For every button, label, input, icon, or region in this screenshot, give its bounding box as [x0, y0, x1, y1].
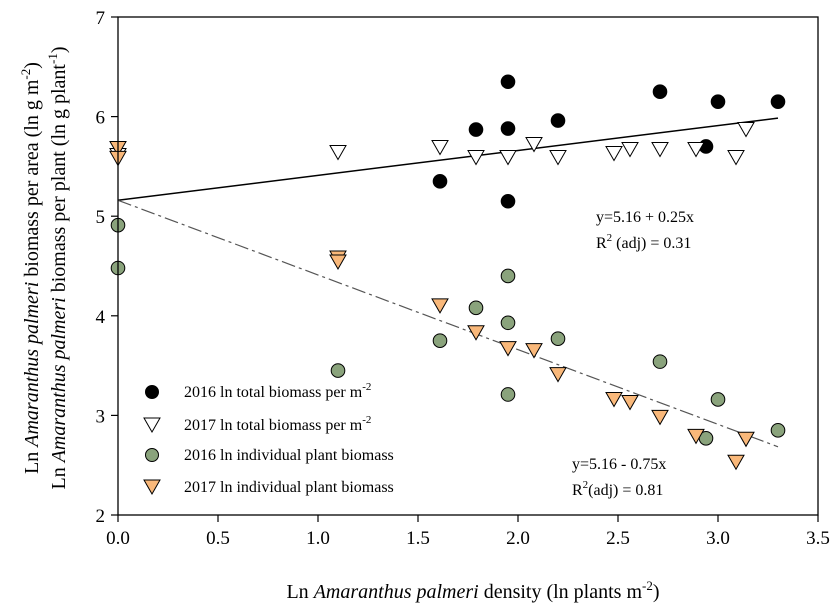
point-2016-individual: [770, 423, 786, 438]
legend-item-2016-individual: 2016 ln individual plant biomass: [145, 447, 394, 464]
point-2017-total: [727, 149, 745, 166]
point-2017-total: [651, 141, 669, 158]
data-points: [109, 74, 786, 471]
point-2016-total: [550, 113, 566, 128]
legend-label-2017-total: 2017 ln total biomass per m-2: [184, 414, 371, 434]
legend-item-2017-total: 2017 ln total biomass per m-2: [143, 414, 371, 434]
point-2016-total: [432, 174, 448, 189]
point-2017-individual: [329, 254, 347, 271]
fit-line-individual-biomass: [117, 199, 779, 448]
legend-marker-2017-total: [143, 417, 161, 434]
lower-fit-r2: R2(adj) = 0.81: [572, 479, 663, 499]
point-2016-individual: [500, 315, 516, 331]
point-2017-total: [621, 141, 639, 158]
legend-marker-2017-individual: [143, 479, 161, 496]
point-2016-individual: [500, 268, 516, 284]
point-2017-individual: [727, 454, 745, 471]
legend-label-2016-individual: 2016 ln individual plant biomass: [184, 447, 394, 464]
point-2016-total: [500, 74, 516, 90]
x-tick-label: 3.5: [806, 528, 830, 549]
point-2016-total: [500, 121, 516, 136]
point-2016-total: [500, 193, 516, 209]
point-2017-individual: [651, 409, 669, 426]
point-2017-individual: [525, 343, 543, 359]
y-tick-label: 2: [96, 506, 106, 527]
legend-label-2016-total: 2016 ln total biomass per m-2: [184, 381, 371, 401]
point-2017-total: [431, 139, 449, 156]
point-2017-total: [525, 136, 543, 153]
x-tick-label: 1.5: [406, 528, 430, 549]
point-2017-total: [499, 149, 517, 166]
y-tick-label: 5: [96, 207, 106, 228]
point-2017-total: [467, 149, 485, 166]
y-tick-label: 6: [96, 108, 106, 129]
y-axis-label-plant: Ln Amaranthus palmeri biomass per plant …: [45, 46, 70, 489]
point-2016-individual: [330, 363, 346, 378]
axis-ticks: 0.0 0.5 1.0 1.5 2.0 2.5 3.0 3.5 2 3 4 5 6 7: [96, 8, 830, 549]
point-2017-total: [605, 145, 623, 162]
y-axis-label-area: Ln Amaranthus palmeri biomass per area (…: [18, 62, 43, 474]
x-tick-label: 3.0: [706, 528, 730, 549]
point-2017-individual: [431, 298, 449, 314]
fit-line-total-biomass: [117, 117, 779, 202]
x-tick-label: 0.5: [206, 528, 230, 549]
plot-frame: [117, 16, 819, 516]
y-tick-label: 3: [96, 406, 106, 427]
upper-fit-r2: R2 (adj) = 0.31: [596, 232, 691, 252]
x-tick-label: 0.0: [106, 528, 130, 549]
point-2017-individual: [621, 394, 639, 411]
point-2017-total: [549, 149, 567, 166]
legend-marker-2016-individual: [145, 448, 159, 462]
lower-fit-equation: y=5.16 - 0.75x: [572, 456, 666, 473]
point-2016-total: [652, 84, 668, 99]
point-2017-total: [687, 141, 705, 158]
point-2016-individual: [432, 333, 448, 349]
point-2016-individual: [468, 300, 484, 316]
point-2017-individual: [737, 431, 755, 448]
point-2016-total: [770, 94, 786, 109]
x-tick-label: 1.0: [306, 528, 330, 549]
regression-lines: [117, 117, 779, 448]
point-2017-total: [329, 144, 347, 161]
upper-fit-equation: y=5.16 + 0.25x: [596, 209, 694, 226]
y-tick-label: 4: [96, 307, 106, 328]
x-tick-label: 2.5: [606, 528, 630, 549]
y-tick-label: 7: [96, 8, 106, 29]
legend-item-2017-individual: 2017 ln individual plant biomass: [143, 479, 394, 496]
point-2016-individual: [710, 392, 726, 407]
point-2017-individual: [605, 391, 623, 408]
legend-item-2016-total: 2016 ln total biomass per m-2: [145, 381, 371, 401]
point-2017-individual: [467, 325, 485, 341]
x-tick-label: 2.0: [506, 528, 530, 549]
point-2017-individual: [687, 428, 705, 445]
point-2016-total: [468, 122, 484, 137]
point-2016-individual: [500, 387, 516, 402]
point-2017-individual: [499, 341, 517, 357]
point-2016-individual: [550, 331, 566, 347]
legend-marker-2016-total: [145, 385, 159, 399]
legend-label-2017-individual: 2017 ln individual plant biomass: [184, 479, 394, 496]
legend: 2016 ln total biomass per m-2 2017 ln to…: [143, 381, 394, 496]
point-2017-individual: [549, 367, 567, 383]
point-2016-total: [710, 94, 726, 109]
point-2017-total: [737, 122, 755, 138]
point-2016-individual: [652, 354, 668, 369]
x-axis-label: Ln Amaranthus palmeri density (ln plants…: [286, 578, 659, 603]
